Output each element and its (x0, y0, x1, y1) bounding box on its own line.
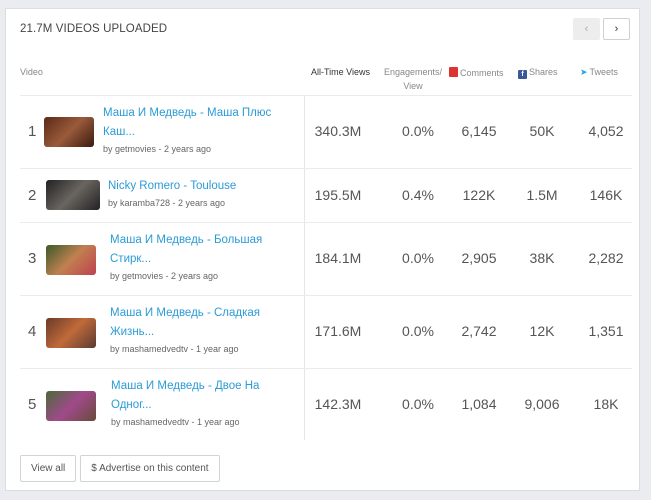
tweets-value: 2,282 (588, 250, 624, 266)
videos-table: 1 Маша И Медведь - Маша Плюс Каш... by ge… (20, 95, 632, 440)
column-header-comments[interactable]: Comments (449, 67, 504, 78)
shares-value: 9,006 (524, 396, 560, 412)
video-byline: by mashamedvedtv - 1 year ago (110, 344, 239, 354)
rank: 3 (28, 250, 37, 267)
video-byline: by getmovies - 2 years ago (110, 271, 219, 281)
video-byline: by getmovies - 2 years ago (103, 144, 212, 154)
table-row: 3 Маша И Медведь - Большая Стирк... by ge… (20, 222, 632, 295)
next-page-button[interactable]: › (603, 18, 630, 40)
video-thumbnail[interactable] (44, 117, 94, 147)
prev-page-button[interactable]: ‹ (573, 18, 600, 40)
facebook-icon: f (518, 70, 527, 79)
chevron-left-icon: ‹ (584, 23, 589, 35)
rank: 2 (28, 187, 37, 204)
comments-value: 1,084 (461, 396, 497, 412)
video-byline: by mashamedvedtv - 1 year ago (111, 417, 240, 427)
tweets-value: 18K (593, 396, 619, 412)
comments-value: 2,742 (461, 323, 497, 339)
tweets-value: 1,351 (588, 323, 624, 339)
video-thumbnail[interactable] (46, 318, 96, 348)
advertise-button[interactable]: $ Advertise on this content (80, 455, 220, 482)
rank: 5 (28, 396, 37, 413)
comments-value: 2,905 (461, 250, 497, 266)
table-row: 4 Маша И Медведь - Сладкая Жизнь... by ma… (20, 295, 632, 368)
column-header-views[interactable]: All-Time Views (311, 67, 371, 77)
tweets-value: 4,052 (588, 123, 624, 139)
view-all-button[interactable]: View all (20, 455, 77, 482)
panel-title: 21.7M VIDEOS UPLOADED (20, 23, 168, 35)
column-header-engagements[interactable]: Engagements/ View (383, 67, 443, 91)
video-title-link[interactable]: Маша И Медведь - Большая Стирк... (110, 234, 263, 265)
shares-value: 50K (529, 123, 555, 139)
column-header-shares[interactable]: f Shares (518, 67, 558, 79)
views-value: 171.6M (314, 323, 362, 339)
shares-value: 12K (529, 323, 555, 339)
comments-value: 122K (462, 187, 496, 203)
rank: 1 (28, 123, 37, 140)
video-thumbnail[interactable] (46, 391, 96, 421)
video-thumbnail[interactable] (46, 245, 96, 275)
video-title-link[interactable]: Маша И Медведь - Маша Плюс Каш... (103, 107, 272, 138)
engagement-value: 0.0% (402, 123, 434, 139)
shares-value: 1.5M (526, 187, 558, 203)
comments-value: 6,145 (461, 123, 497, 139)
video-title-link[interactable]: Маша И Медведь - Двое На Одног... (111, 380, 260, 411)
pagination: ‹ › (573, 18, 630, 40)
engagement-value: 0.0% (402, 323, 434, 339)
engagement-value: 0.0% (402, 250, 434, 266)
table-row: 1 Маша И Медведь - Маша Плюс Каш... by ge… (20, 95, 632, 168)
tweets-value: 146K (589, 187, 623, 203)
rank: 4 (28, 323, 37, 340)
youtube-icon (449, 67, 458, 77)
table-row: 2 Nicky Romero - Toulouse by karamba728 … (20, 168, 632, 222)
column-header-video[interactable]: Video (20, 67, 43, 77)
views-value: 195.5M (314, 187, 362, 203)
video-title-link[interactable]: Nicky Romero - Toulouse (108, 180, 237, 192)
twitter-icon: ➤ (580, 67, 588, 77)
views-value: 184.1M (314, 250, 362, 266)
engagement-value: 0.4% (402, 187, 434, 203)
column-header-tweets[interactable]: ➤ Tweets (580, 67, 619, 77)
video-title-link[interactable]: Маша И Медведь - Сладкая Жизнь... (110, 307, 261, 338)
video-thumbnail[interactable] (46, 180, 100, 210)
views-value: 142.3M (314, 396, 362, 412)
table-row: 5 Маша И Медведь - Двое На Одног... by ma… (20, 368, 632, 440)
engagement-value: 0.0% (402, 396, 434, 412)
videos-panel: 21.7M VIDEOS UPLOADED ‹ › Video All-Time… (5, 8, 640, 491)
shares-value: 38K (529, 250, 555, 266)
chevron-right-icon: › (614, 23, 619, 35)
panel-footer: View all $ Advertise on this content (20, 455, 220, 482)
video-byline: by karamba728 - 2 years ago (108, 198, 226, 208)
views-value: 340.3M (314, 123, 362, 139)
